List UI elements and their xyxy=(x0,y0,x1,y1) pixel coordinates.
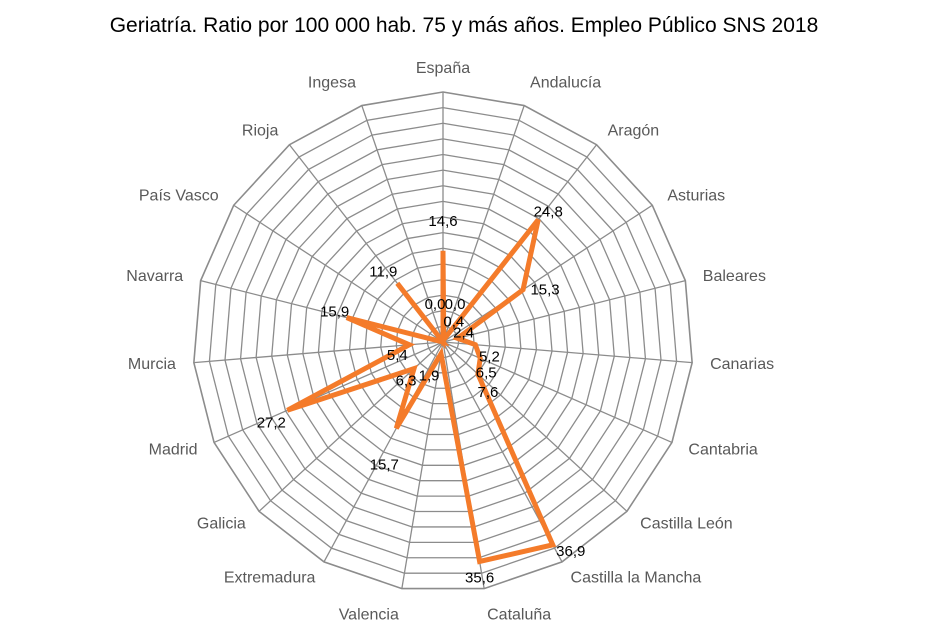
data-label: 35,6 xyxy=(465,569,494,586)
grid-spoke xyxy=(361,105,444,343)
data-label: 11,9 xyxy=(369,263,397,280)
category-label: Cataluña xyxy=(487,606,551,621)
grid-spoke xyxy=(323,341,444,563)
grid-spoke xyxy=(401,341,444,589)
grid-ring xyxy=(224,122,662,559)
grid-spoke xyxy=(442,341,693,364)
grid-ring xyxy=(286,185,600,497)
category-label: Aragón xyxy=(608,123,660,140)
category-label: Madrid xyxy=(149,442,198,459)
category-label: Baleares xyxy=(703,268,766,285)
grid-ring xyxy=(255,153,631,528)
data-label: 24,8 xyxy=(534,204,563,221)
category-label: Valencia xyxy=(339,606,399,621)
series-line xyxy=(286,218,557,565)
grid-spoke xyxy=(442,105,525,343)
grid-ring xyxy=(364,263,522,420)
data-label: 36,9 xyxy=(556,543,585,560)
category-label: Castilla la Mancha xyxy=(571,570,702,587)
data-label: 0,0 xyxy=(425,296,446,313)
data-label: 15,9 xyxy=(320,304,349,321)
grid-ring xyxy=(333,231,553,451)
grid-ring xyxy=(348,247,538,436)
data-label: 0,0 xyxy=(445,296,466,313)
data-label: 6,3 xyxy=(396,373,417,390)
chart-title: Geriatría. Ratio por 100 000 hab. 75 y m… xyxy=(109,14,819,37)
grid-spoke xyxy=(233,204,444,343)
grid-ring xyxy=(317,216,569,466)
grid-ring xyxy=(193,91,693,590)
category-label: Galicia xyxy=(197,516,246,533)
category-label: Castilla León xyxy=(640,516,733,533)
data-label: 2,4 xyxy=(453,324,474,341)
category-label: Canarias xyxy=(710,356,774,373)
category-label: Murcia xyxy=(128,356,176,373)
grid-spoke xyxy=(213,341,444,444)
grid-spoke xyxy=(193,341,444,364)
grid-ring xyxy=(239,138,647,544)
data-label: 15,7 xyxy=(370,456,399,473)
grid-ring xyxy=(208,106,678,574)
data-label: 0,4 xyxy=(443,314,464,331)
category-label: Cantabria xyxy=(688,442,757,459)
category-label: España xyxy=(416,60,470,77)
grid-ring xyxy=(302,200,584,482)
category-label: Andalucía xyxy=(530,75,601,92)
data-label: 6,5 xyxy=(476,364,497,381)
grid-spoke xyxy=(442,341,628,512)
category-label: Navarra xyxy=(126,268,183,285)
data-label: 27,2 xyxy=(257,414,286,431)
data-label: 5,2 xyxy=(479,349,500,366)
data-label: 14,6 xyxy=(428,213,457,230)
category-label: Ingesa xyxy=(308,75,356,92)
category-label: País Vasco xyxy=(139,187,219,204)
category-label: Asturias xyxy=(667,187,725,204)
category-label: Extremadura xyxy=(224,570,316,587)
data-label: 1,9 xyxy=(419,368,440,385)
grid-ring xyxy=(271,169,615,513)
grid-spoke xyxy=(442,279,686,343)
category-label: Rioja xyxy=(242,123,279,140)
data-label: 5,4 xyxy=(387,347,408,364)
data-label: 15,3 xyxy=(530,282,559,299)
grid-spoke xyxy=(442,204,653,343)
data-label: 7,6 xyxy=(478,384,499,401)
